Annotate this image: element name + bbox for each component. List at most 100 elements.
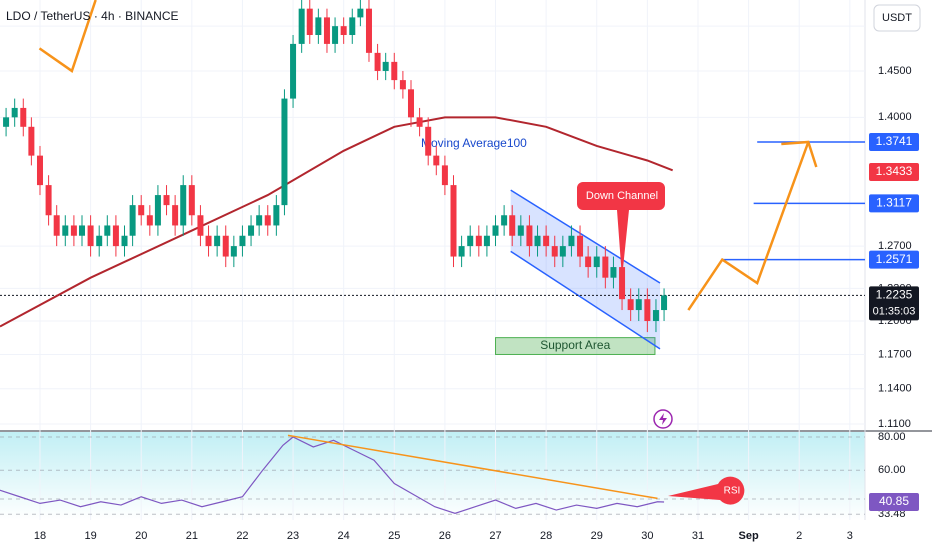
rsi-tick-label: 80.00 — [878, 431, 906, 443]
candle-body — [53, 215, 60, 236]
candle-body — [78, 225, 85, 236]
candle-body — [273, 205, 280, 226]
rsi-tag — [869, 492, 919, 511]
candle-body — [517, 225, 524, 236]
candle-body — [374, 52, 381, 71]
candle-body — [62, 225, 69, 236]
price-tag — [869, 133, 919, 152]
candle-body — [205, 235, 212, 247]
countdown: 01:35:03 — [873, 305, 916, 317]
candle-body — [154, 195, 161, 226]
candle-body — [239, 235, 246, 247]
candle-body — [36, 155, 43, 186]
flash-glyph — [659, 413, 667, 425]
candle-body — [197, 215, 204, 236]
y-tick-label: 1.1100 — [878, 418, 911, 430]
price-tag-label: 1.3741 — [876, 134, 913, 148]
candle-body — [230, 246, 237, 257]
x-tick-label: 28 — [540, 530, 552, 542]
x-tick-label: 20 — [135, 530, 147, 542]
currency-button[interactable] — [873, 4, 921, 32]
candle-body — [112, 225, 119, 247]
candle-body — [441, 165, 448, 186]
price-tag-label: 1.2235 — [876, 288, 913, 302]
candle-body — [290, 43, 297, 99]
x-tick-label: 29 — [591, 530, 603, 542]
candle-body — [121, 235, 128, 247]
candle-body — [450, 185, 457, 257]
candle-body — [416, 117, 423, 127]
candle-body — [652, 310, 659, 322]
rsi-line — [0, 436, 665, 514]
candle-body — [306, 8, 313, 36]
x-tick-label: 30 — [641, 530, 653, 542]
candle-body — [365, 8, 372, 53]
candle-body — [357, 8, 364, 18]
candle-body — [104, 225, 111, 236]
candle-body — [340, 26, 347, 36]
candle-body — [349, 17, 356, 36]
candle-body — [501, 215, 508, 226]
candle-body — [425, 126, 432, 156]
price-tag — [869, 162, 919, 181]
y-tick-label: 1.4500 — [878, 65, 912, 77]
candle-body — [87, 225, 94, 247]
candle-body — [129, 205, 136, 236]
rsi-pane — [0, 432, 865, 520]
candle-body — [526, 225, 533, 247]
rsi-divergence — [287, 434, 658, 500]
candle-body — [214, 235, 221, 247]
candle-body — [585, 256, 592, 268]
candle-body — [610, 267, 617, 278]
candle-body — [70, 225, 77, 236]
candle-body — [332, 26, 339, 44]
candle-body — [627, 299, 634, 311]
candle-body — [281, 98, 288, 206]
candle-body — [256, 215, 263, 226]
price-tag-label: 1.3433 — [876, 164, 913, 178]
channel-fill — [510, 190, 661, 349]
candle-body — [138, 205, 145, 216]
callout — [577, 182, 665, 278]
candle-body — [407, 89, 414, 118]
price-tag — [869, 286, 919, 321]
projection-arrowhead — [781, 140, 818, 168]
x-tick-label: 24 — [338, 530, 350, 542]
callout-label: Down Channel — [586, 190, 658, 202]
candle-body — [577, 235, 584, 257]
candle-body — [467, 235, 474, 247]
candle-body — [45, 185, 52, 216]
candle-body — [248, 225, 255, 236]
currency[interactable]: USDT — [882, 12, 912, 24]
x-tick-label: 21 — [186, 530, 198, 542]
candle-body — [635, 299, 642, 311]
candle-body — [551, 246, 558, 257]
price-tag-label: 1.2571 — [876, 252, 913, 266]
candle-body — [298, 8, 305, 44]
price-tag — [869, 194, 919, 213]
x-tick-label: Sep — [738, 530, 758, 542]
candle-body — [559, 246, 566, 257]
candle-body — [543, 235, 550, 247]
y-tick-label: 1.1400 — [878, 383, 912, 395]
ma-label: Moving Average100 — [421, 136, 527, 150]
projection — [38, 0, 97, 73]
rsi-tick-label: 60.00 — [878, 464, 906, 476]
rsi-callout — [668, 476, 745, 505]
candle-body — [264, 215, 271, 226]
candle-body — [568, 235, 575, 247]
candle-body — [391, 61, 398, 81]
x-tick-label: 19 — [84, 530, 96, 542]
candle-body — [11, 107, 18, 118]
candle-body — [458, 246, 465, 257]
rsi-tick-label: 33.48 — [878, 508, 906, 520]
candle-body — [644, 299, 651, 322]
candle-body — [619, 267, 626, 300]
candle-body — [382, 61, 389, 71]
x-tick-label: 25 — [388, 530, 400, 542]
candle-body — [146, 215, 153, 226]
price-tag — [869, 250, 919, 269]
candle-body — [180, 185, 187, 226]
candle-body — [593, 256, 600, 268]
